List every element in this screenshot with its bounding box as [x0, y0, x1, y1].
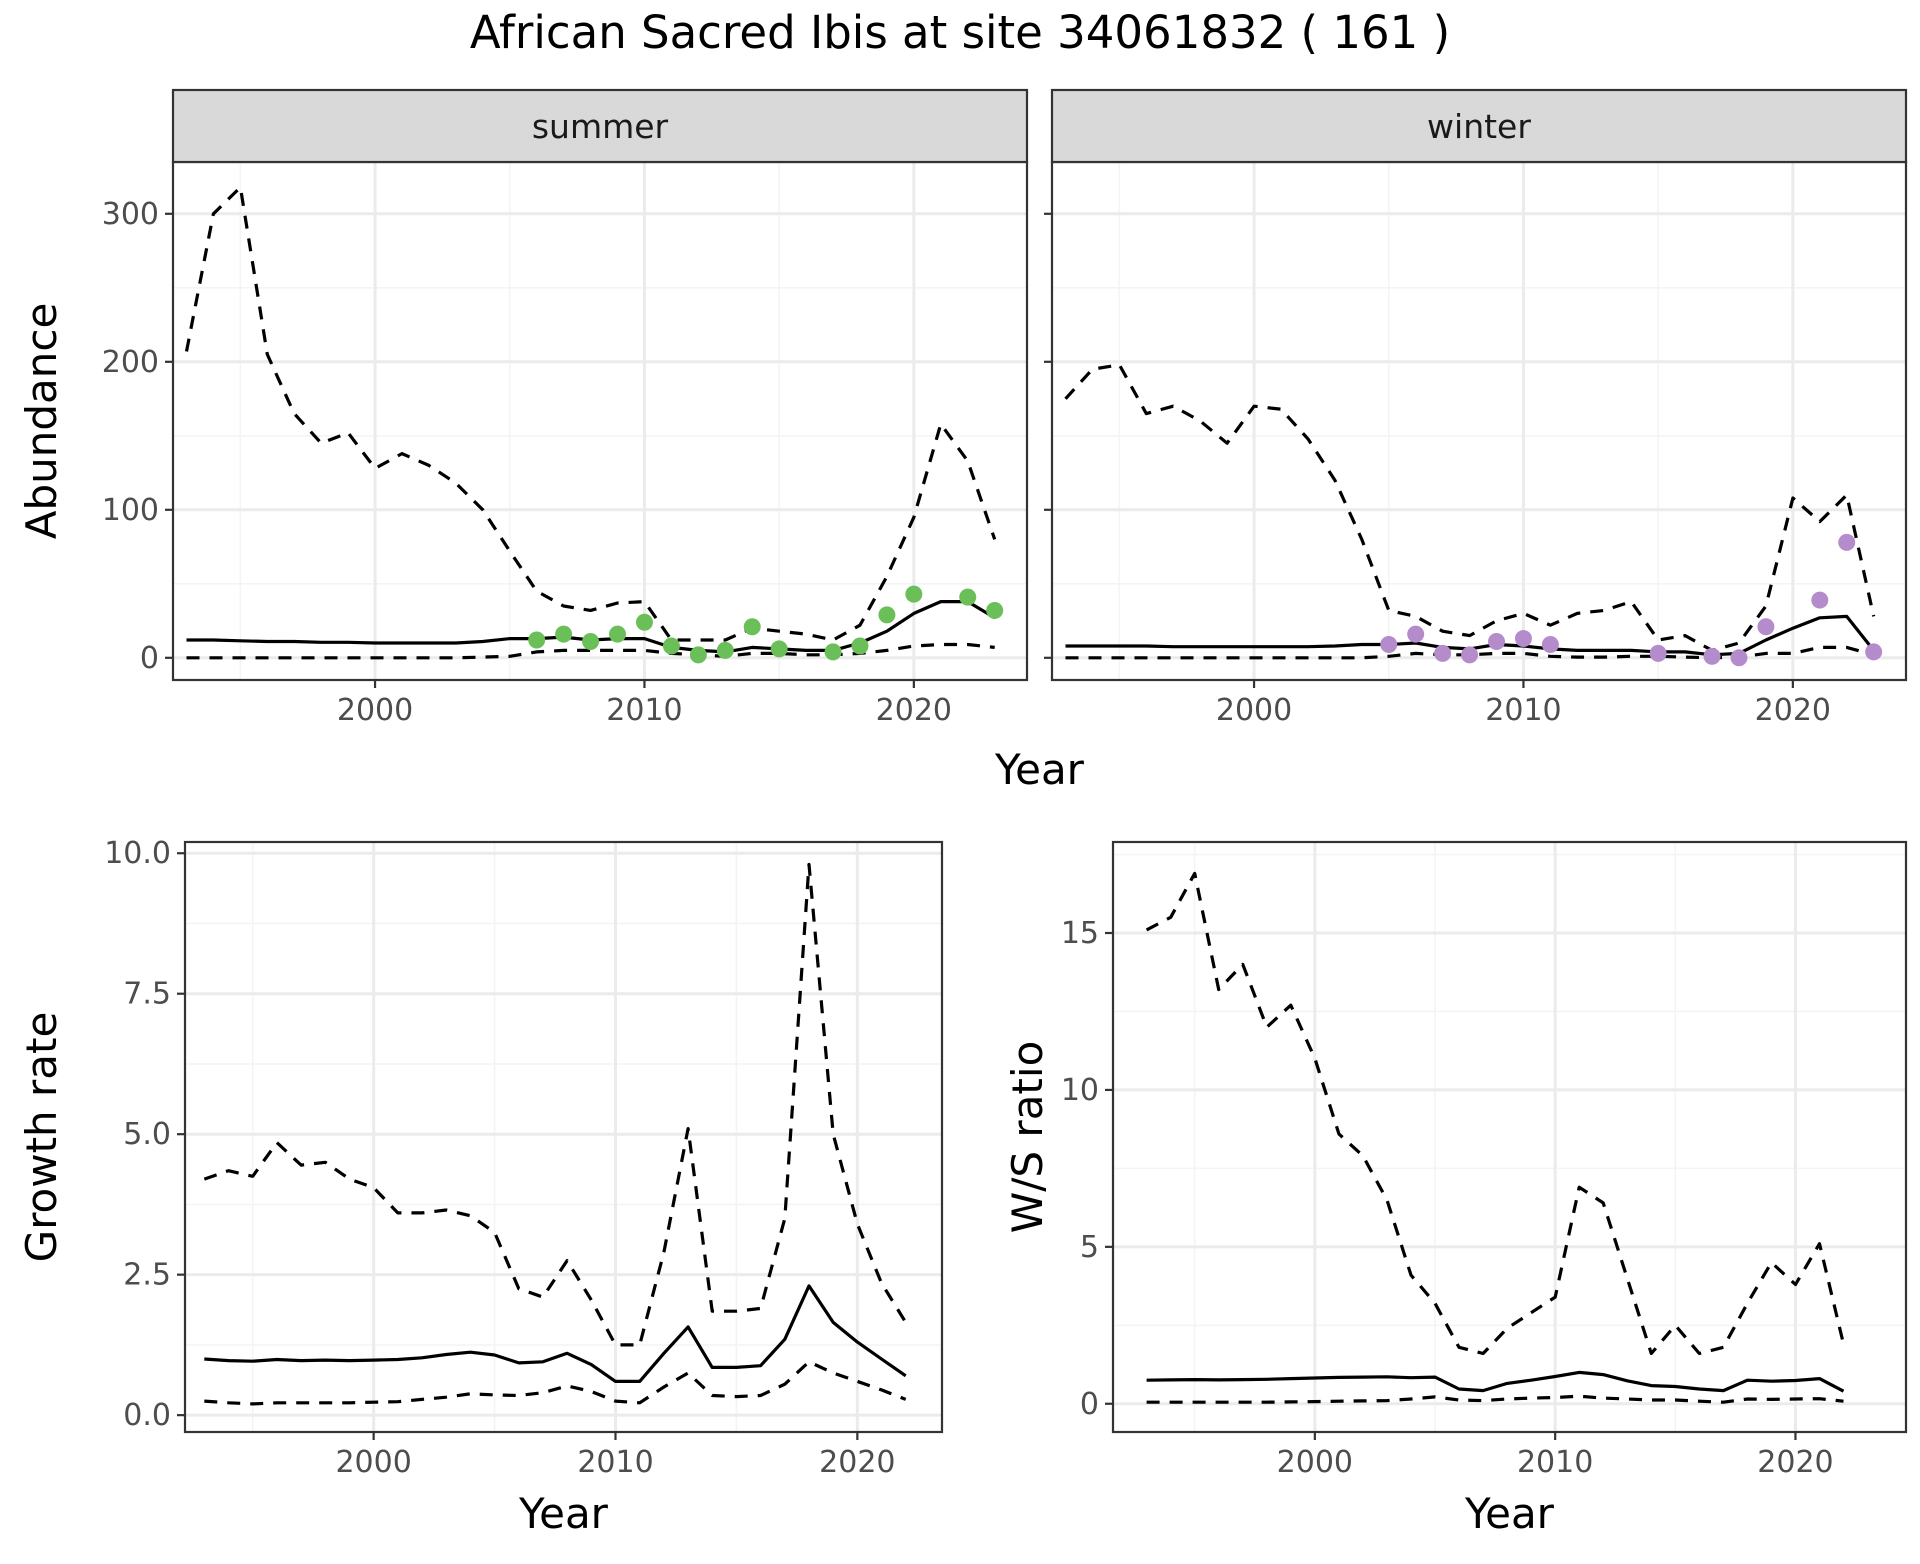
data-point-winter: [1407, 625, 1425, 643]
series-line-upper: [1064, 363, 1876, 653]
panel-background: [173, 162, 1027, 680]
data-point-winter: [1757, 618, 1775, 636]
figure-title: African Sacred Ibis at site 34061832 ( 1…: [470, 6, 1450, 59]
x-axis-title: Year: [1464, 1489, 1555, 1538]
data-point-winter: [1811, 591, 1829, 609]
panel-border: [1111, 840, 1908, 1434]
y-axis-title: Growth rate: [17, 1012, 66, 1263]
x-tick-label: 2000: [1277, 1445, 1353, 1480]
data-point-summer: [824, 643, 842, 661]
data-point-summer: [878, 606, 896, 624]
x-tick-label: 2010: [577, 1445, 653, 1480]
facet-strip-label: winter: [1427, 107, 1531, 146]
x-tick-label: 2020: [819, 1445, 895, 1480]
panel-background: [185, 842, 942, 1432]
data-point-summer: [582, 633, 600, 651]
data-point-winter: [1865, 643, 1883, 661]
data-point-winter: [1649, 644, 1667, 662]
y-tick-label: 15: [1061, 916, 1099, 951]
data-point-summer: [959, 588, 977, 606]
y-tick-label: 5.0: [123, 1117, 171, 1152]
y-tick-label: 7.5: [123, 977, 171, 1012]
series-line-upper: [1145, 871, 1846, 1356]
data-point-summer: [689, 646, 707, 664]
data-point-summer: [743, 618, 761, 636]
facet-strip: [171, 88, 1029, 164]
data-point-summer: [851, 637, 869, 655]
y-axis-title: Abundance: [17, 303, 66, 540]
x-tick-label: 2000: [335, 1445, 411, 1480]
x-tick-label: 2020: [1757, 1445, 1833, 1480]
y-tick-label: 100: [102, 493, 159, 528]
data-point-winter: [1434, 644, 1452, 662]
series-line-upper: [184, 185, 997, 642]
panel-background: [1113, 842, 1906, 1432]
y-tick-label: 2.5: [123, 1258, 171, 1293]
data-point-winter: [1730, 649, 1748, 667]
series-line-lower: [204, 1360, 907, 1406]
x-tick-label: 2000: [337, 693, 413, 728]
y-tick-label: 5: [1080, 1230, 1099, 1265]
facet-strip: [1050, 88, 1908, 164]
x-tick-label: 2010: [1485, 693, 1561, 728]
series-line-mean: [204, 1284, 907, 1384]
data-point-summer: [528, 631, 546, 649]
series-line-upper: [203, 862, 908, 1347]
y-tick-label: 300: [102, 197, 159, 232]
data-point-winter: [1838, 533, 1856, 551]
x-axis-title-shared: Year: [994, 745, 1085, 794]
data-point-winter: [1703, 647, 1721, 665]
x-tick-label: 2020: [1755, 693, 1831, 728]
data-point-winter: [1380, 635, 1398, 653]
data-point-summer: [770, 640, 788, 658]
y-tick-label: 10: [1061, 1073, 1099, 1108]
data-point-winter: [1488, 633, 1506, 651]
panel-growth: 2000 2010 2020 0.0 2.5 5.0 7.5 10.0 Growth rate Y…: [17, 836, 944, 1538]
data-point-winter: [1514, 630, 1532, 648]
y-tick-label: 0: [1080, 1387, 1099, 1422]
data-point-summer: [905, 585, 923, 603]
panel-summer: summer 2000 2010 2020 0 100 200 300 Abundance: [17, 88, 1029, 728]
data-point-summer: [555, 625, 573, 643]
panel-background: [1052, 162, 1906, 680]
data-point-summer: [635, 613, 653, 631]
data-point-summer: [609, 625, 627, 643]
x-axis-title: Year: [518, 1489, 609, 1538]
x-tick-label: 2000: [1216, 693, 1292, 728]
data-point-winter: [1541, 635, 1559, 653]
x-tick-label: 2010: [606, 693, 682, 728]
data-point-summer: [986, 601, 1004, 619]
panel-winter: winter 2000 2010 2020: [1044, 88, 1908, 728]
panel-border: [183, 840, 944, 1434]
facet-strip-label: summer: [532, 107, 669, 146]
y-tick-label: 10.0: [104, 836, 171, 871]
y-axis-title: W/S ratio: [1003, 1041, 1052, 1234]
x-tick-label: 2010: [1517, 1445, 1593, 1480]
data-point-winter: [1461, 646, 1479, 664]
series-line-lower: [1146, 1394, 1844, 1404]
data-point-summer: [662, 637, 680, 655]
y-tick-label: 0.0: [123, 1398, 171, 1433]
data-point-summer: [716, 641, 734, 659]
panel-ratio: 2000 2010 2020 0 5 10 15 W/S ratio Year: [1003, 840, 1908, 1538]
x-tick-label: 2020: [876, 693, 952, 728]
y-tick-label: 0: [140, 641, 159, 676]
y-tick-label: 200: [102, 345, 159, 380]
series-line-mean: [1146, 1370, 1845, 1393]
